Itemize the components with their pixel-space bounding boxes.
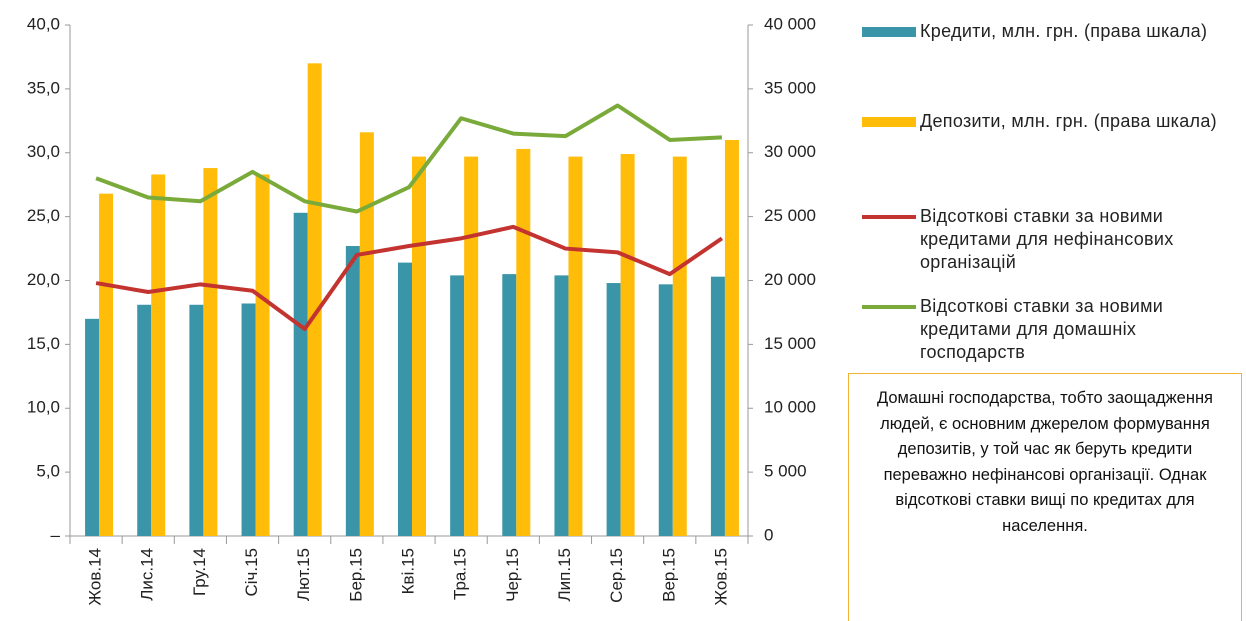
y2-tick-label: 10 000: [764, 398, 816, 417]
x-tick-label: Лип.15: [555, 548, 574, 602]
y2-tick-label: 0: [764, 525, 773, 544]
x-tick-label: Лют.15: [294, 548, 313, 601]
y2-tick-label: 30 000: [764, 142, 816, 161]
y2-tick-label: 35 000: [764, 78, 816, 97]
y2-tick-label: 40 000: [764, 14, 816, 33]
y-tick-label: 35,0: [27, 78, 60, 97]
y-tick-label: 15,0: [27, 334, 60, 353]
bar: [345, 246, 360, 536]
legend-label: Депозити, млн. грн. (права шкала): [920, 111, 1217, 131]
bar: [359, 132, 374, 536]
line: [95, 103, 723, 214]
x-tick-label: Жов.14: [86, 548, 105, 606]
x-tick-label: Вер.15: [659, 548, 678, 602]
bar: [710, 276, 725, 536]
x-tick-label: Бер.15: [346, 548, 365, 602]
legend-label: Кредити, млн. грн. (права шкала): [920, 21, 1208, 41]
y-tick-label: 20,0: [27, 270, 60, 289]
y-tick-label: 10,0: [27, 398, 60, 417]
y2-tick-label: 5 000: [764, 462, 807, 481]
bar: [620, 154, 635, 536]
bar: [398, 262, 412, 536]
bar: [137, 304, 152, 536]
legend-marker: [862, 117, 916, 127]
x-tick-label: Лис.14: [138, 548, 157, 601]
bar: [189, 304, 204, 536]
chart: – 5,0 10,0 15,0 20,0 25,0 30,0 35,0 40,0 0 5 000 10…: [27, 14, 816, 606]
bar: [307, 63, 322, 536]
x-tick-label: Жов.15: [711, 548, 730, 606]
bar: [450, 275, 465, 536]
legend-label: Відсоткові ставки за новими кредитами дл…: [920, 206, 1174, 272]
bar: [724, 139, 739, 536]
bar: [241, 303, 256, 536]
legend-label: Відсоткові ставки за новими кредитами дл…: [920, 296, 1164, 362]
x-tick-label: Січ.15: [242, 548, 261, 597]
legend-marker: [862, 305, 916, 309]
x-tick-label: Чер.15: [503, 548, 522, 602]
bar: [255, 174, 270, 536]
legend-marker: [862, 27, 916, 37]
bar: [606, 283, 621, 536]
y2-tick-label: 15 000: [764, 334, 816, 353]
y-tick-label: –: [51, 525, 61, 544]
bar: [502, 274, 517, 536]
x-tick-label: Сер.15: [607, 548, 626, 603]
x-tick-label: Гру.14: [190, 548, 209, 596]
y-tick-label: 40,0: [27, 14, 60, 33]
bar: [658, 284, 673, 536]
bar: [464, 156, 479, 536]
bar: [554, 275, 569, 536]
y-tick-label: 30,0: [27, 142, 60, 161]
y2-tick-label: 20 000: [764, 270, 816, 289]
y-tick-label: 25,0: [27, 206, 60, 225]
annotation: Домашні господарства, тобто заощадження …: [848, 373, 1242, 621]
bar: [203, 168, 218, 536]
x-tick-label: Кві.15: [398, 548, 417, 594]
bar: [672, 156, 687, 536]
bar: [516, 148, 531, 537]
y-tick-label: 5,0: [36, 462, 60, 481]
bar: [151, 174, 166, 536]
bar: [85, 318, 100, 536]
x-tick-label: Тра.15: [451, 548, 470, 600]
legend-marker: [862, 215, 916, 219]
bar: [412, 156, 426, 536]
bar: [99, 193, 114, 536]
bar: [568, 156, 583, 536]
y2-tick-label: 25 000: [764, 206, 816, 225]
line: [95, 224, 724, 332]
bar: [293, 212, 308, 537]
